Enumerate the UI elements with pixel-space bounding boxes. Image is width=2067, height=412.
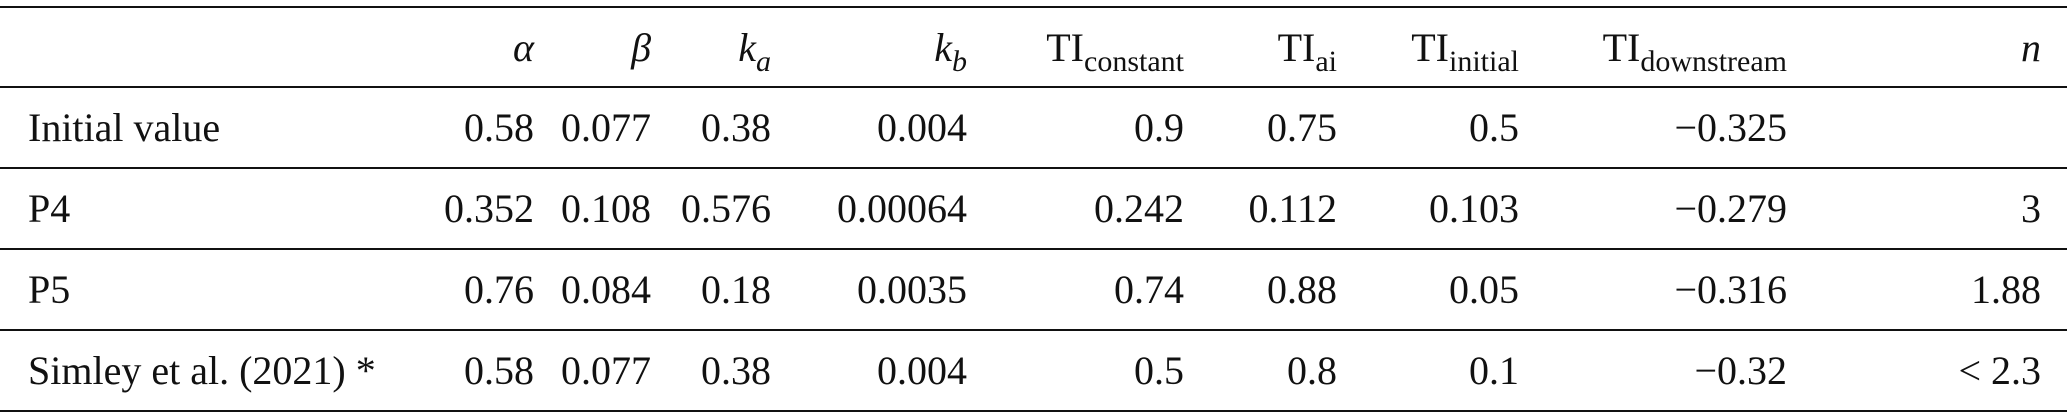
cell-beta: 0.084 — [561, 267, 651, 312]
cell-k-b: 0.004 — [877, 348, 967, 393]
table-row: P5 0.76 0.084 0.18 0.0035 0.74 0.88 0.05… — [0, 249, 2067, 330]
header-alpha: α — [420, 7, 560, 87]
header-label — [0, 7, 420, 87]
header-row: α β ka kb TIconstant TIai TIinitial TIdo… — [0, 7, 2067, 87]
header-ti-constant: TIconstant — [993, 7, 1210, 87]
cell-ti-downstream: −0.316 — [1674, 267, 1787, 312]
cell-beta: 0.077 — [561, 348, 651, 393]
header-beta: β — [560, 7, 677, 87]
header-k-b: kb — [797, 7, 993, 87]
cell-ti-constant: 0.9 — [1134, 105, 1184, 150]
cell-ti-ai: 0.8 — [1287, 348, 1337, 393]
header-n: n — [1813, 7, 2067, 87]
header-ti-downstream: TIdownstream — [1545, 7, 1813, 87]
cell-k-a: 0.18 — [701, 267, 771, 312]
cell-ti-downstream: −0.279 — [1674, 186, 1787, 231]
row-label: Initial value — [28, 105, 221, 150]
cell-k-b: 0.00064 — [837, 186, 967, 231]
cell-beta: 0.077 — [561, 105, 651, 150]
cell-ti-initial: 0.103 — [1429, 186, 1519, 231]
header-k-a: ka — [677, 7, 797, 87]
cell-k-a: 0.38 — [701, 105, 771, 150]
header-alpha-symbol: α — [513, 24, 534, 70]
cell-k-a: 0.38 — [701, 348, 771, 393]
table-row: Simley et al. (2021) * 0.58 0.077 0.38 0… — [0, 330, 2067, 411]
header-beta-symbol: β — [631, 24, 651, 70]
row-label: P5 — [28, 267, 71, 312]
cell-alpha: 0.76 — [464, 267, 534, 312]
cell-n: 1.88 — [1971, 267, 2041, 312]
cell-ti-initial: 0.05 — [1449, 267, 1519, 312]
cell-ti-downstream: −0.32 — [1694, 348, 1787, 393]
cell-k-b: 0.0035 — [857, 267, 967, 312]
row-label: P4 — [28, 186, 71, 231]
cell-ti-downstream: −0.325 — [1674, 105, 1787, 150]
row-label: Simley et al. (2021) * — [28, 348, 376, 393]
header-k-b-symbol: k — [934, 24, 952, 70]
parameter-table: α β ka kb TIconstant TIai TIinitial TIdo… — [0, 6, 2067, 412]
cell-alpha: 0.352 — [444, 186, 534, 231]
header-n-symbol: n — [2021, 24, 2041, 70]
table-row: P4 0.352 0.108 0.576 0.00064 0.242 0.112… — [0, 168, 2067, 249]
cell-n — [1813, 87, 2067, 168]
cell-n: 3 — [2021, 186, 2041, 231]
cell-ti-constant: 0.242 — [1094, 186, 1184, 231]
header-ti-initial: TIinitial — [1363, 7, 1545, 87]
cell-ti-ai: 0.112 — [1248, 186, 1337, 231]
header-ti-ai-subscript: ai — [1315, 44, 1337, 78]
cell-alpha: 0.58 — [464, 105, 534, 150]
header-k-b-subscript: b — [952, 44, 967, 78]
header-k-a-subscript: a — [756, 44, 771, 78]
cell-beta: 0.108 — [561, 186, 651, 231]
header-ti-constant-symbol: TI — [1046, 24, 1085, 70]
cell-alpha: 0.58 — [464, 348, 534, 393]
table-row: Initial value 0.58 0.077 0.38 0.004 0.9 … — [0, 87, 2067, 168]
header-ti-constant-subscript: constant — [1084, 44, 1184, 78]
header-ti-initial-symbol: TI — [1411, 24, 1449, 70]
cell-ti-ai: 0.75 — [1267, 105, 1337, 150]
cell-ti-constant: 0.5 — [1134, 348, 1184, 393]
header-k-a-symbol: k — [738, 24, 756, 70]
cell-ti-initial: 0.1 — [1469, 348, 1519, 393]
cell-k-a: 0.576 — [681, 186, 771, 231]
cell-n: < 2.3 — [1958, 348, 2041, 393]
cell-k-b: 0.004 — [877, 105, 967, 150]
cell-ti-constant: 0.74 — [1114, 267, 1184, 312]
cell-ti-ai: 0.88 — [1267, 267, 1337, 312]
header-ti-initial-subscript: initial — [1449, 44, 1519, 78]
cell-ti-initial: 0.5 — [1469, 105, 1519, 150]
header-ti-ai-symbol: TI — [1277, 24, 1316, 70]
header-ti-ai: TIai — [1210, 7, 1363, 87]
header-ti-downstream-subscript: downstream — [1640, 44, 1787, 78]
header-ti-downstream-symbol: TI — [1602, 24, 1641, 70]
